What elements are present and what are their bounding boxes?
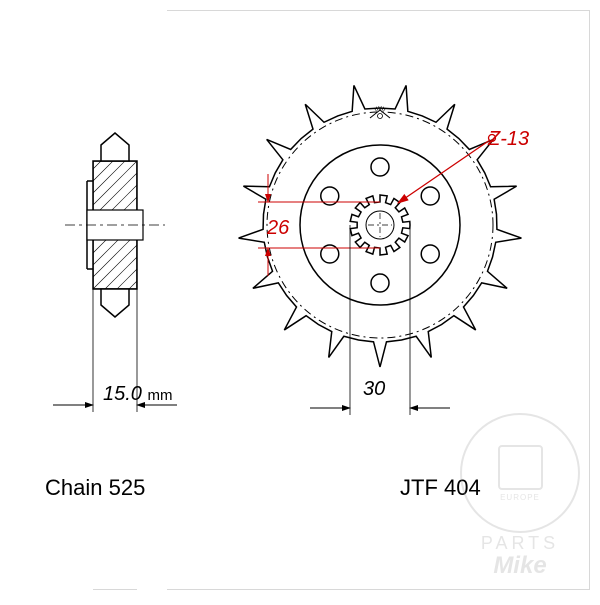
dim-26: 26 [267, 217, 289, 240]
watermark-text1: PARTS [460, 533, 580, 554]
z-label: Z-13 [488, 128, 529, 151]
watermark-text2: Mike [460, 552, 580, 580]
width-value: 15.0 [103, 383, 142, 405]
side-view [0, 0, 177, 600]
width-unit: mm [148, 387, 173, 404]
dim-30: 30 [363, 378, 385, 401]
watermark-logo: EUROPE [460, 413, 580, 533]
front-view [239, 85, 522, 415]
watermark: EUROPE PARTS Mike [460, 413, 580, 580]
watermark-icon [498, 445, 543, 490]
chain-label: Chain 525 [45, 475, 145, 501]
